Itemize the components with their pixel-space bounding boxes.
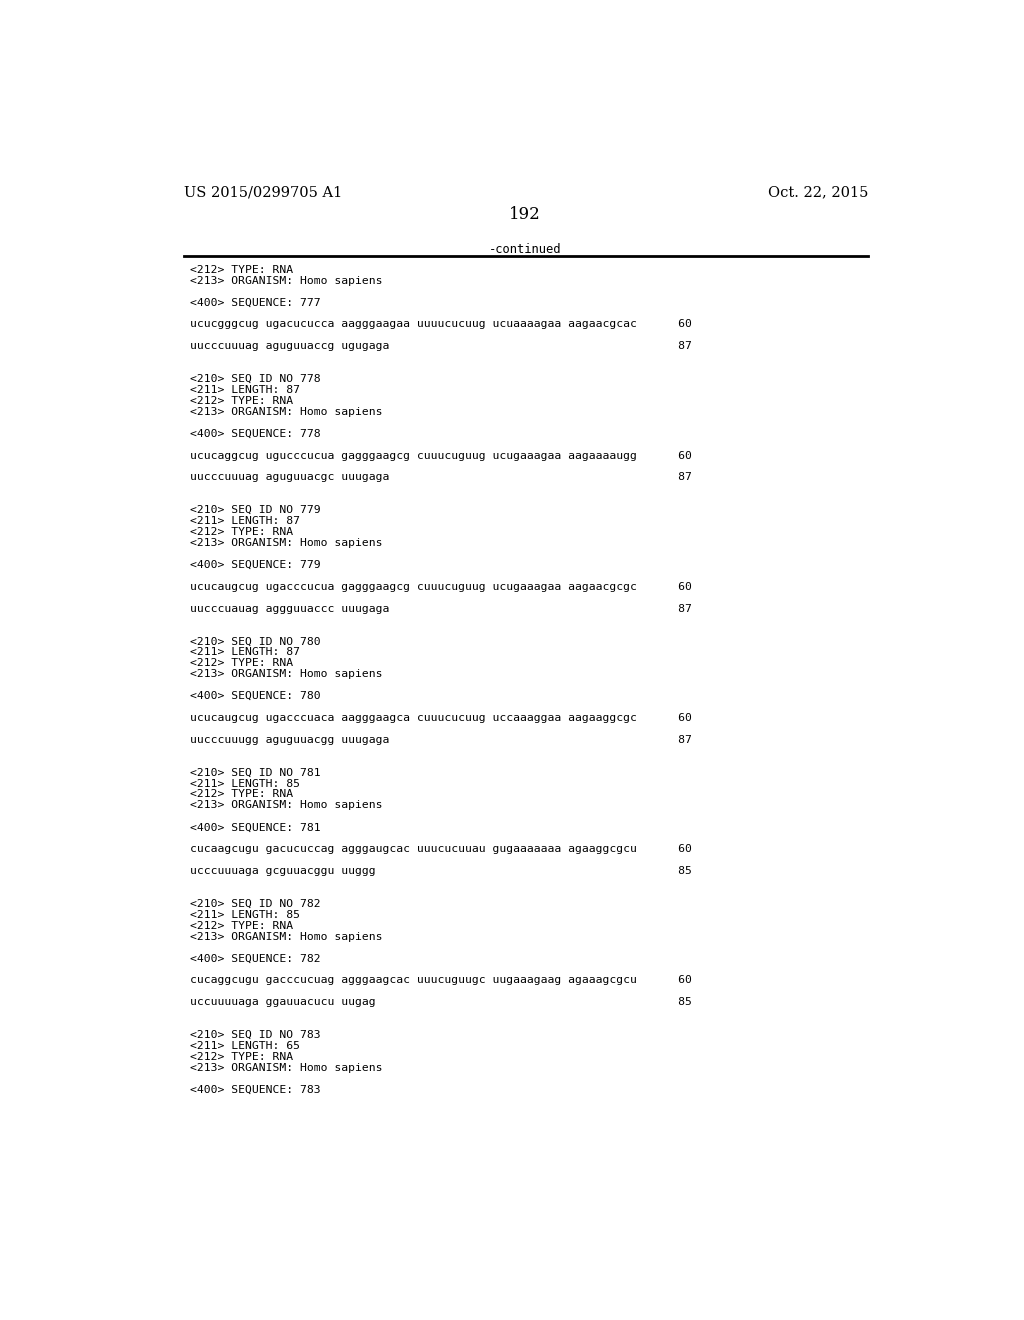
Text: <212> TYPE: RNA: <212> TYPE: RNA	[190, 659, 293, 668]
Text: <400> SEQUENCE: 779: <400> SEQUENCE: 779	[190, 560, 321, 570]
Text: <211> LENGTH: 65: <211> LENGTH: 65	[190, 1041, 300, 1051]
Text: <211> LENGTH: 85: <211> LENGTH: 85	[190, 779, 300, 788]
Text: Oct. 22, 2015: Oct. 22, 2015	[768, 185, 868, 199]
Text: <400> SEQUENCE: 781: <400> SEQUENCE: 781	[190, 822, 321, 833]
Text: <212> TYPE: RNA: <212> TYPE: RNA	[190, 1052, 293, 1061]
Text: <211> LENGTH: 87: <211> LENGTH: 87	[190, 385, 300, 395]
Text: ucccuuuaga gcguuacggu uuggg                                            85: ucccuuuaga gcguuacggu uuggg 85	[190, 866, 692, 876]
Text: -continued: -continued	[488, 243, 561, 256]
Text: <213> ORGANISM: Homo sapiens: <213> ORGANISM: Homo sapiens	[190, 800, 383, 810]
Text: 192: 192	[509, 206, 541, 223]
Text: <213> ORGANISM: Homo sapiens: <213> ORGANISM: Homo sapiens	[190, 407, 383, 417]
Text: <212> TYPE: RNA: <212> TYPE: RNA	[190, 527, 293, 537]
Text: ucucaggcug ugucccucua gagggaagcg cuuucuguug ucugaaagaa aagaaaaugg      60: ucucaggcug ugucccucua gagggaagcg cuuucug…	[190, 450, 692, 461]
Text: <213> ORGANISM: Homo sapiens: <213> ORGANISM: Homo sapiens	[190, 539, 383, 548]
Text: ucucgggcug ugacucucca aagggaagaa uuuucucuug ucuaaaagaa aagaacgcac      60: ucucgggcug ugacucucca aagggaagaa uuuucuc…	[190, 319, 692, 329]
Text: <400> SEQUENCE: 777: <400> SEQUENCE: 777	[190, 297, 321, 308]
Text: <212> TYPE: RNA: <212> TYPE: RNA	[190, 396, 293, 405]
Text: <210> SEQ ID NO 780: <210> SEQ ID NO 780	[190, 636, 321, 647]
Text: ucucaugcug ugacccucua gagggaagcg cuuucuguug ucugaaagaa aagaacgcgc      60: ucucaugcug ugacccucua gagggaagcg cuuucug…	[190, 582, 692, 591]
Text: <212> TYPE: RNA: <212> TYPE: RNA	[190, 921, 293, 931]
Text: US 2015/0299705 A1: US 2015/0299705 A1	[183, 185, 342, 199]
Text: <210> SEQ ID NO 783: <210> SEQ ID NO 783	[190, 1030, 321, 1040]
Text: <211> LENGTH: 85: <211> LENGTH: 85	[190, 909, 300, 920]
Text: <212> TYPE: RNA: <212> TYPE: RNA	[190, 789, 293, 800]
Text: <210> SEQ ID NO 779: <210> SEQ ID NO 779	[190, 506, 321, 515]
Text: <210> SEQ ID NO 778: <210> SEQ ID NO 778	[190, 374, 321, 384]
Text: uucccuuugg aguguuacgg uuugaga                                          87: uucccuuugg aguguuacgg uuugaga 87	[190, 735, 692, 744]
Text: uucccuauag aggguuaccc uuugaga                                          87: uucccuauag aggguuaccc uuugaga 87	[190, 603, 692, 614]
Text: <400> SEQUENCE: 780: <400> SEQUENCE: 780	[190, 692, 321, 701]
Text: <210> SEQ ID NO 782: <210> SEQ ID NO 782	[190, 899, 321, 909]
Text: cucaggcugu gacccucuag agggaagcac uuucuguugc uugaaagaag agaaagcgcu      60: cucaggcugu gacccucuag agggaagcac uuucugu…	[190, 975, 692, 985]
Text: cucaagcugu gacucuccag agggaugcac uuucucuuau gugaaaaaaa agaaggcgcu      60: cucaagcugu gacucuccag agggaugcac uuucucu…	[190, 845, 692, 854]
Text: <212> TYPE: RNA: <212> TYPE: RNA	[190, 264, 293, 275]
Text: <211> LENGTH: 87: <211> LENGTH: 87	[190, 647, 300, 657]
Text: <213> ORGANISM: Homo sapiens: <213> ORGANISM: Homo sapiens	[190, 1063, 383, 1073]
Text: <400> SEQUENCE: 778: <400> SEQUENCE: 778	[190, 429, 321, 438]
Text: <210> SEQ ID NO 781: <210> SEQ ID NO 781	[190, 768, 321, 777]
Text: uccuuuuaga ggauuacucu uugag                                            85: uccuuuuaga ggauuacucu uugag 85	[190, 997, 692, 1007]
Text: <211> LENGTH: 87: <211> LENGTH: 87	[190, 516, 300, 527]
Text: ucucaugcug ugacccuaca aagggaagca cuuucucuug uccaaaggaa aagaaggcgc      60: ucucaugcug ugacccuaca aagggaagca cuuucuc…	[190, 713, 692, 723]
Text: <400> SEQUENCE: 782: <400> SEQUENCE: 782	[190, 953, 321, 964]
Text: <213> ORGANISM: Homo sapiens: <213> ORGANISM: Homo sapiens	[190, 932, 383, 941]
Text: <213> ORGANISM: Homo sapiens: <213> ORGANISM: Homo sapiens	[190, 669, 383, 680]
Text: uucccuuuag aguguuacgc uuugaga                                          87: uucccuuuag aguguuacgc uuugaga 87	[190, 473, 692, 482]
Text: <213> ORGANISM: Homo sapiens: <213> ORGANISM: Homo sapiens	[190, 276, 383, 285]
Text: <400> SEQUENCE: 783: <400> SEQUENCE: 783	[190, 1085, 321, 1094]
Text: uucccuuuag aguguuaccg ugugaga                                          87: uucccuuuag aguguuaccg ugugaga 87	[190, 341, 692, 351]
